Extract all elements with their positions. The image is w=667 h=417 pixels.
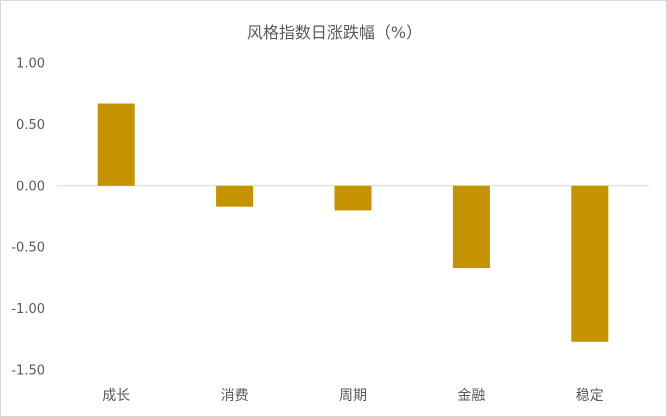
y-tick-label: -1.50 [11, 364, 45, 379]
y-tick-label: -0.50 [11, 241, 45, 256]
y-tick-label: 1.00 [16, 57, 45, 72]
y-axis-ticks: 1.00 0.50 0.00 -0.50 -1.00 -1.50 [11, 57, 45, 379]
bars [97, 103, 609, 342]
bar [97, 103, 135, 186]
bar [452, 185, 490, 269]
x-category-label: 消费 [221, 388, 249, 404]
x-axis-labels: 成长 消费 周期 金融 稳定 [102, 388, 604, 404]
x-category-label: 稳定 [576, 388, 604, 404]
bar [334, 185, 372, 211]
bar [571, 185, 609, 342]
x-category-label: 周期 [339, 388, 367, 404]
y-tick-label: 0.50 [16, 118, 45, 133]
y-tick-label: -1.00 [11, 302, 45, 317]
bar [216, 185, 254, 207]
x-category-label: 金融 [457, 388, 485, 404]
chart-title: 风格指数日涨跌幅（%） [246, 23, 423, 42]
y-tick-label: 0.00 [16, 179, 45, 194]
x-category-label: 成长 [102, 388, 130, 404]
